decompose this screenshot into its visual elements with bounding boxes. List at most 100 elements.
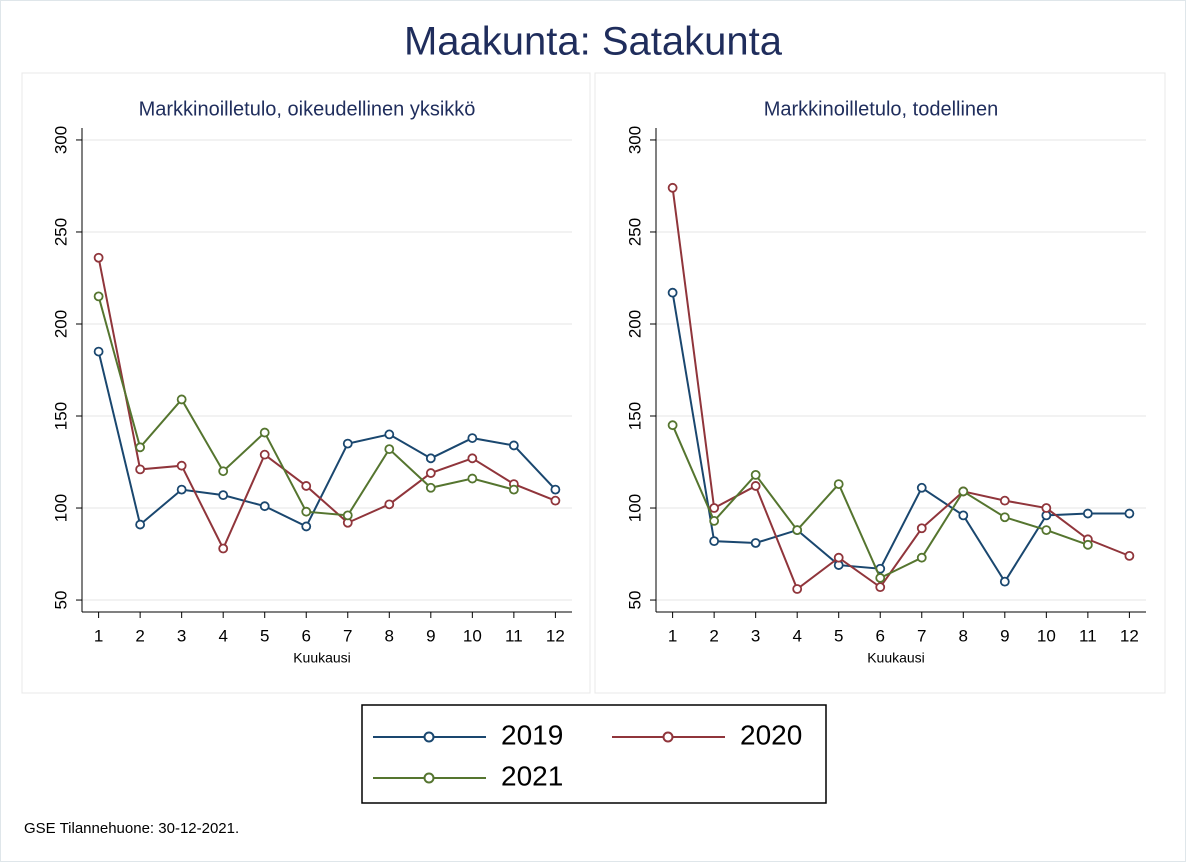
point bbox=[467, 433, 478, 443]
point bbox=[667, 182, 678, 193]
y-tick-label: 50 bbox=[51, 591, 70, 610]
point bbox=[425, 468, 436, 478]
point bbox=[384, 444, 395, 455]
point bbox=[833, 479, 844, 489]
panel bbox=[594, 72, 1166, 694]
x-tick-label: 12 bbox=[546, 626, 565, 645]
point bbox=[259, 427, 270, 438]
point bbox=[176, 460, 187, 471]
x-tick-label: 10 bbox=[463, 626, 482, 645]
x-tick-label: 8 bbox=[959, 626, 968, 645]
point bbox=[301, 506, 312, 517]
panel bbox=[21, 72, 591, 694]
point bbox=[93, 252, 104, 263]
point bbox=[999, 512, 1010, 523]
x-tick-label: 4 bbox=[792, 626, 801, 645]
point bbox=[425, 482, 436, 493]
point bbox=[709, 516, 720, 526]
series-line bbox=[671, 292, 1130, 584]
x-axis-title: Kuukausi bbox=[293, 650, 351, 666]
x-tick-label: 10 bbox=[1037, 626, 1056, 645]
point bbox=[342, 510, 353, 521]
point bbox=[1041, 503, 1052, 513]
point bbox=[135, 519, 146, 530]
y-tick-label: 100 bbox=[625, 494, 644, 522]
point bbox=[916, 552, 927, 563]
y-tick-label: 250 bbox=[51, 218, 70, 246]
point bbox=[176, 484, 187, 495]
point bbox=[508, 484, 519, 495]
footnote: GSE Tilannehuone: 30-12-2021. bbox=[24, 820, 239, 837]
legend-label: 2020 bbox=[740, 719, 802, 750]
y-tick-label: 100 bbox=[51, 494, 70, 522]
x-tick-label: 1 bbox=[668, 626, 677, 645]
x-tick-label: 7 bbox=[917, 626, 926, 645]
series-line bbox=[97, 257, 556, 551]
point bbox=[1082, 539, 1093, 550]
x-tick-label: 11 bbox=[505, 626, 523, 645]
x-tick-label: 11 bbox=[1079, 626, 1097, 645]
y-tick-label: 50 bbox=[625, 591, 644, 610]
x-tick-label: 2 bbox=[709, 626, 718, 645]
point bbox=[667, 420, 678, 431]
point bbox=[1041, 525, 1052, 536]
point bbox=[301, 481, 312, 491]
x-tick-label: 2 bbox=[135, 626, 144, 645]
point bbox=[550, 484, 561, 495]
point bbox=[875, 582, 886, 593]
x-tick-label: 1 bbox=[94, 626, 103, 645]
point bbox=[384, 429, 395, 440]
y-tick-label: 250 bbox=[625, 218, 644, 246]
point bbox=[218, 490, 229, 501]
y-tick-label: 200 bbox=[51, 310, 70, 338]
x-tick-label: 7 bbox=[343, 626, 352, 645]
point bbox=[1124, 550, 1135, 561]
point bbox=[958, 486, 969, 497]
x-tick-label: 12 bbox=[1120, 626, 1139, 645]
point bbox=[135, 464, 146, 475]
point bbox=[792, 525, 803, 536]
x-tick-label: 9 bbox=[426, 626, 435, 645]
x-axis-title: Kuukausi bbox=[867, 650, 925, 666]
panel-title: Markkinoilletulo, todellinen bbox=[764, 98, 999, 120]
legend-box bbox=[361, 704, 827, 804]
point bbox=[958, 510, 969, 521]
point bbox=[1082, 508, 1093, 519]
point bbox=[135, 442, 146, 453]
point bbox=[425, 453, 436, 464]
point bbox=[833, 552, 844, 563]
point bbox=[259, 501, 270, 512]
point bbox=[916, 523, 927, 534]
point bbox=[709, 503, 720, 513]
point bbox=[1124, 508, 1135, 519]
point bbox=[301, 521, 312, 532]
point bbox=[750, 481, 761, 491]
point bbox=[342, 438, 353, 449]
y-tick-label: 150 bbox=[625, 402, 644, 430]
y-tick-label: 200 bbox=[625, 310, 644, 338]
x-tick-label: 3 bbox=[177, 626, 186, 645]
point bbox=[93, 291, 104, 302]
point bbox=[93, 346, 104, 357]
y-tick-label: 150 bbox=[51, 402, 70, 430]
point bbox=[709, 536, 720, 547]
point bbox=[875, 573, 886, 583]
panel-title: Markkinoilletulo, oikeudellinen yksikkö bbox=[139, 98, 476, 120]
point bbox=[792, 584, 803, 594]
point bbox=[667, 287, 678, 298]
x-tick-label: 6 bbox=[302, 626, 311, 645]
y-tick-label: 300 bbox=[625, 126, 644, 154]
point bbox=[550, 495, 561, 506]
point bbox=[508, 440, 519, 451]
point bbox=[999, 576, 1010, 587]
main-title: Maakunta: Satakunta bbox=[404, 20, 783, 64]
point bbox=[467, 473, 478, 484]
point bbox=[176, 394, 187, 405]
legend-marker bbox=[662, 731, 674, 743]
point bbox=[218, 466, 229, 477]
x-tick-label: 4 bbox=[218, 626, 227, 645]
series-line bbox=[97, 351, 557, 528]
point bbox=[384, 499, 395, 510]
x-tick-label: 5 bbox=[834, 626, 843, 645]
